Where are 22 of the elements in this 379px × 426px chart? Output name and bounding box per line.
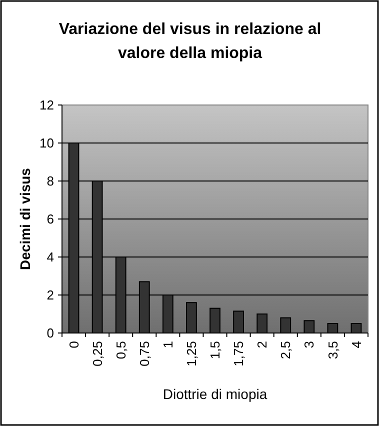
x-tick-label: 1 <box>160 341 176 348</box>
x-tick-label: 4 <box>348 341 364 348</box>
chart-title: Variazione del visus in relazione al valore della miopia <box>58 21 322 62</box>
y-tick-label: 8 <box>46 174 54 189</box>
y-tick-label: 2 <box>46 288 54 303</box>
x-tick-label: 0 <box>66 341 82 348</box>
x-tick-label: 0,5 <box>113 341 128 360</box>
x-tick-label: 0,75 <box>136 341 152 366</box>
y-tick-label: 4 <box>46 250 54 265</box>
y-tick-label: 12 <box>40 98 54 113</box>
x-tick-label: 1,75 <box>231 341 246 366</box>
x-tick-label: 1,5 <box>208 341 223 360</box>
x-tick-label: 0,25 <box>90 341 105 366</box>
x-tick-label: 3 <box>302 341 317 348</box>
y-tick-label: 6 <box>46 212 54 227</box>
y-axis-title: Decimi di visus <box>17 168 33 270</box>
x-tick-label: 2 <box>254 341 270 348</box>
x-axis-title: Diottrie di miopia <box>162 386 268 402</box>
x-tick-label: 3,5 <box>325 341 340 360</box>
x-tick-label: 2,5 <box>278 341 294 360</box>
x-tick-label: 1,25 <box>184 341 200 366</box>
y-tick-label: 10 <box>40 136 54 151</box>
